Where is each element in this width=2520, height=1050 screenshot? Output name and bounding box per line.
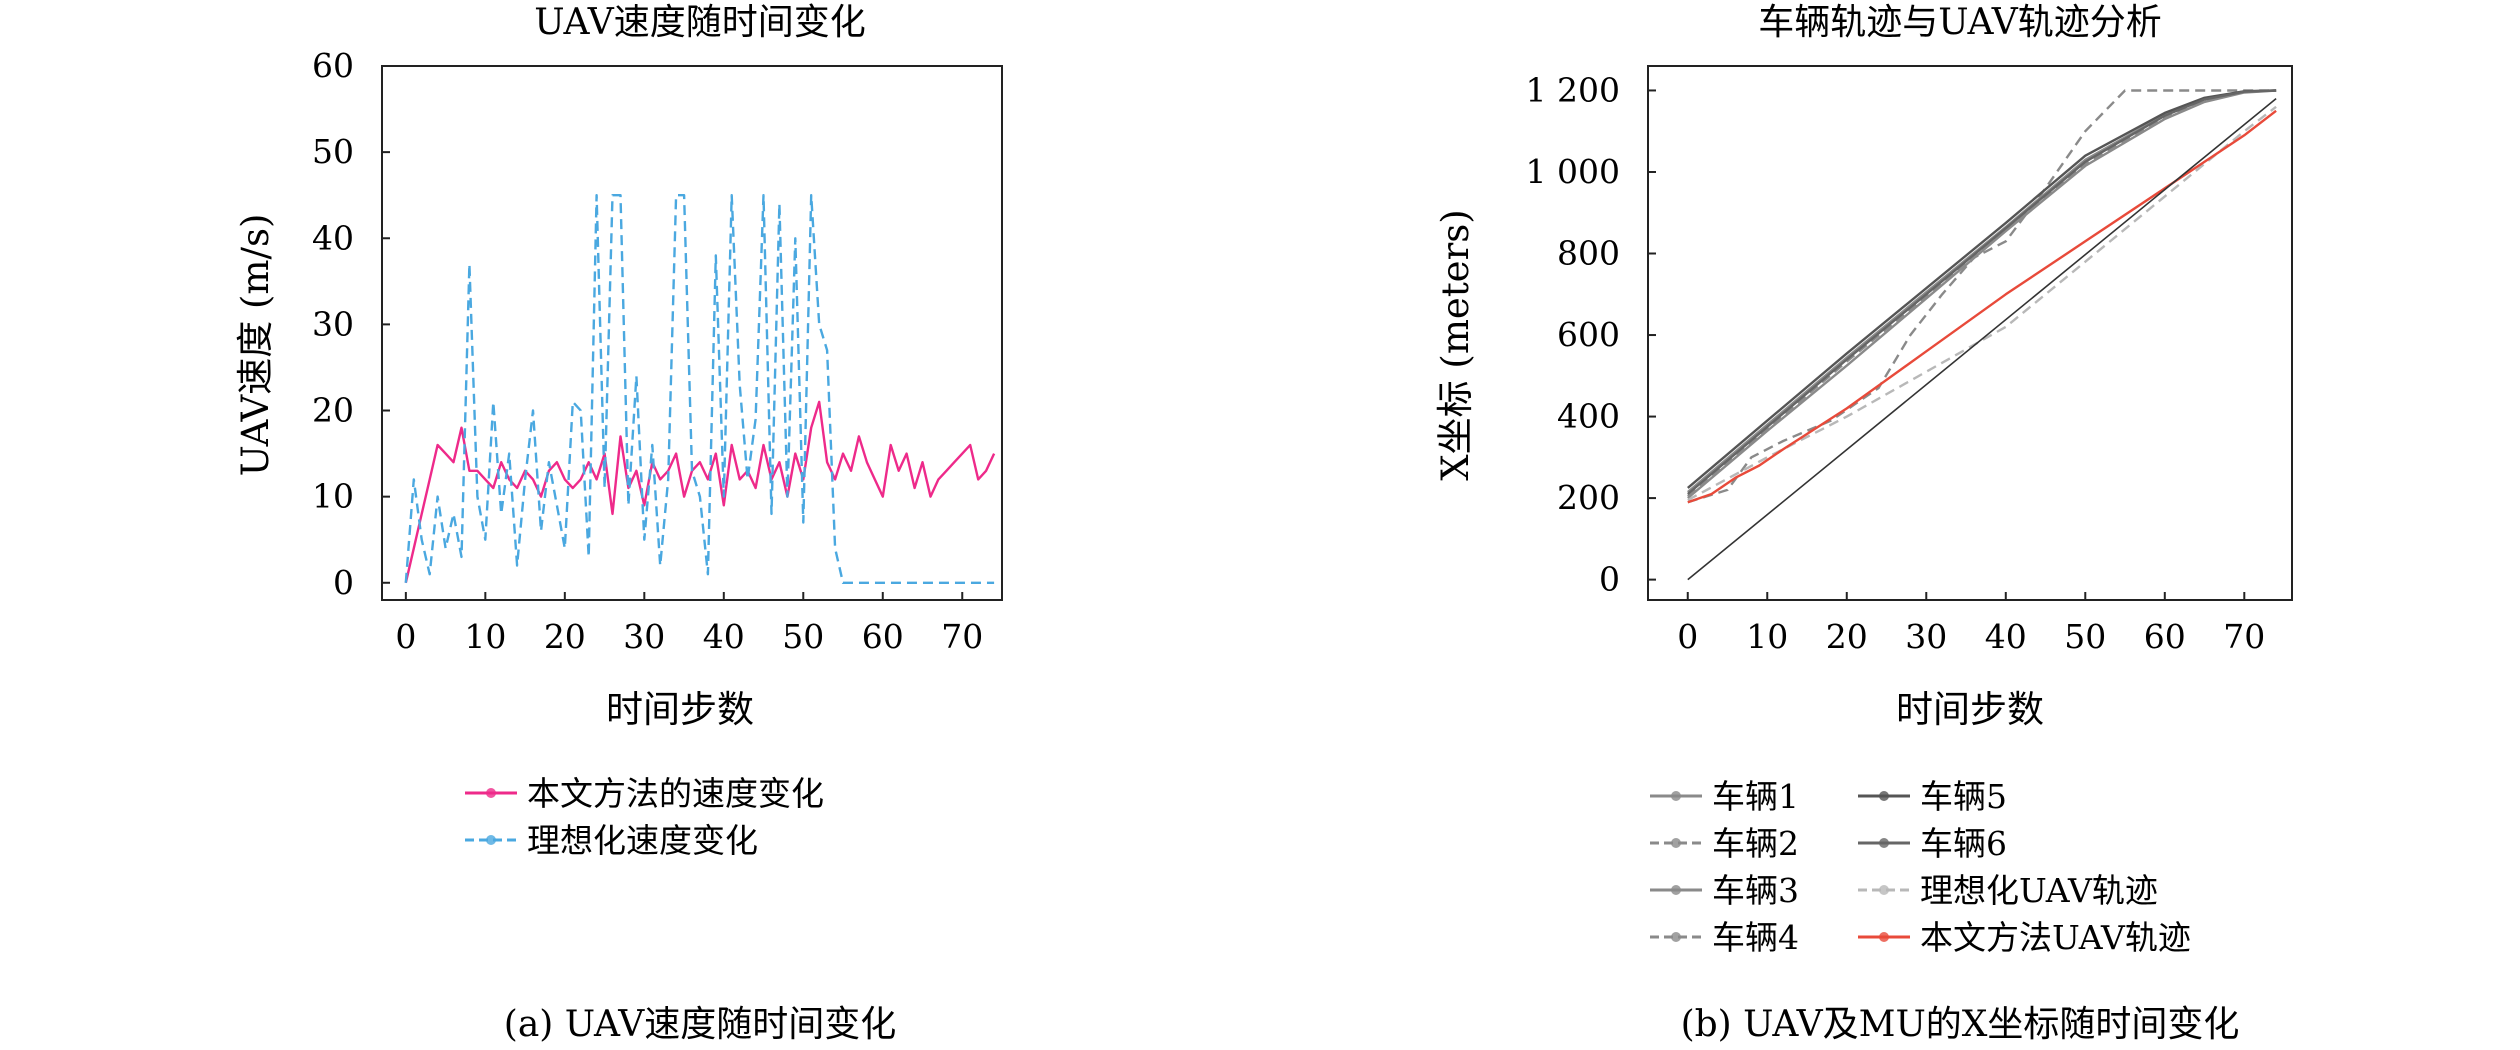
series-line-车辆3 — [1687, 89, 2277, 500]
chart-a-caption: (a) UAV速度随时间变化 — [504, 1004, 896, 1045]
x-tick-label: 70 — [941, 617, 983, 656]
series-line-车辆6 — [1687, 89, 2277, 495]
legend-entry: 车辆4 — [1712, 918, 1799, 957]
x-tick-label: 60 — [862, 617, 904, 656]
legend-marker — [1879, 885, 1889, 895]
legend-entry: 车辆6 — [1920, 824, 2007, 863]
series-line-车辆5 — [1687, 89, 2277, 489]
series-line-理想化速度变化 — [404, 193, 995, 584]
legend-entry: 本文方法UAV轨迹 — [1920, 918, 2191, 957]
chart-a-plot-area: 0 10 20 30 40 50 60 70 0 10 20 30 40 50 60 — [312, 46, 1003, 656]
x-tick-label: 30 — [623, 617, 665, 656]
x-tick-label: 40 — [1985, 617, 2027, 656]
y-tick-label: 30 — [312, 304, 354, 343]
x-tick-label: 20 — [544, 617, 586, 656]
legend-marker — [1879, 932, 1889, 942]
y-tick-label: 1 200 — [1526, 70, 1620, 109]
series-line-本文方法的速度变化 — [404, 400, 996, 584]
y-tick-label: 0 — [1599, 560, 1620, 599]
series-line-车辆4 — [1687, 89, 2277, 504]
y-tick-label: 600 — [1557, 315, 1620, 354]
legend-entry: 车辆5 — [1920, 777, 2007, 816]
legend-marker — [1671, 932, 1681, 942]
chart-b: 车辆轨迹与UAV轨迹分析 0 10 20 30 40 50 60 70 0 200 400 600 80… — [1434, 2, 2293, 1045]
x-tick-label: 50 — [2064, 617, 2106, 656]
chart-a-title: UAV速度随时间变化 — [534, 2, 865, 43]
x-tick-label: 60 — [2144, 617, 2186, 656]
y-tick-label: 60 — [312, 46, 354, 85]
legend-entry: 理想化速度变化 — [527, 821, 758, 860]
legend-marker — [1671, 791, 1681, 801]
legend-marker — [1879, 791, 1889, 801]
y-tick-label: 0 — [333, 563, 354, 602]
chart-a-xlabel: 时间步数 — [606, 688, 754, 731]
legend-marker — [1671, 885, 1681, 895]
y-tick-label: 20 — [312, 391, 354, 430]
chart-b-ylabel: X坐标 (meters) — [1434, 209, 1477, 480]
y-tick-label: 800 — [1557, 234, 1620, 273]
x-tick-label: 0 — [395, 617, 416, 656]
legend-entry: 本文方法的速度变化 — [527, 774, 824, 813]
x-tick-label: 10 — [1746, 617, 1788, 656]
legend-marker — [486, 788, 496, 798]
plot-frame — [381, 65, 1003, 601]
y-tick-label: 50 — [312, 132, 354, 171]
legend-marker — [1879, 838, 1889, 848]
x-tick-label: 50 — [782, 617, 824, 656]
x-tick-label: 10 — [464, 617, 506, 656]
y-tick-label: 1 000 — [1526, 152, 1620, 191]
chart-a-ylabel: UAV速度 (m/s) — [234, 214, 277, 477]
series-line-车辆1 — [1687, 89, 2277, 493]
chart-b-plot-area: 0 10 20 30 40 50 60 70 0 200 400 600 800 1 000 1 200 — [1526, 65, 2293, 656]
chart-b-title: 车辆轨迹与UAV轨迹分析 — [1758, 2, 2161, 43]
legend-entry: 车辆2 — [1712, 824, 1799, 863]
y-tick-label: 200 — [1557, 478, 1620, 517]
chart-b-xlabel: 时间步数 — [1896, 688, 2044, 731]
legend-entry: 理想化UAV轨迹 — [1920, 871, 2158, 910]
x-tick-label: 20 — [1826, 617, 1868, 656]
y-tick-label: 40 — [312, 218, 354, 257]
series-line-理想化UAV轨迹 — [1687, 105, 2277, 502]
chart-b-caption: (b) UAV及MU的X坐标随时间变化 — [1681, 1004, 2240, 1045]
series-line-车辆2 — [1687, 89, 2277, 498]
chart-a: UAV速度随时间变化 0 10 20 30 40 50 60 700102030405060 … — [234, 2, 1003, 1045]
legend-marker — [1671, 838, 1681, 848]
x-tick-label: 40 — [703, 617, 745, 656]
series-line-本文方法UAV轨迹 — [1687, 109, 2277, 504]
legend-entry: 车辆3 — [1712, 871, 1799, 910]
plot-frame — [1647, 65, 2293, 601]
series-line-reference — [1687, 97, 2277, 581]
x-tick-label: 0 — [1677, 617, 1698, 656]
legend-entry: 车辆1 — [1712, 777, 1799, 816]
x-tick-label: 30 — [1905, 617, 1947, 656]
y-tick-label: 400 — [1557, 397, 1620, 436]
x-tick-label: 70 — [2223, 617, 2265, 656]
legend-marker — [486, 835, 496, 845]
y-tick-label: 10 — [312, 477, 354, 516]
